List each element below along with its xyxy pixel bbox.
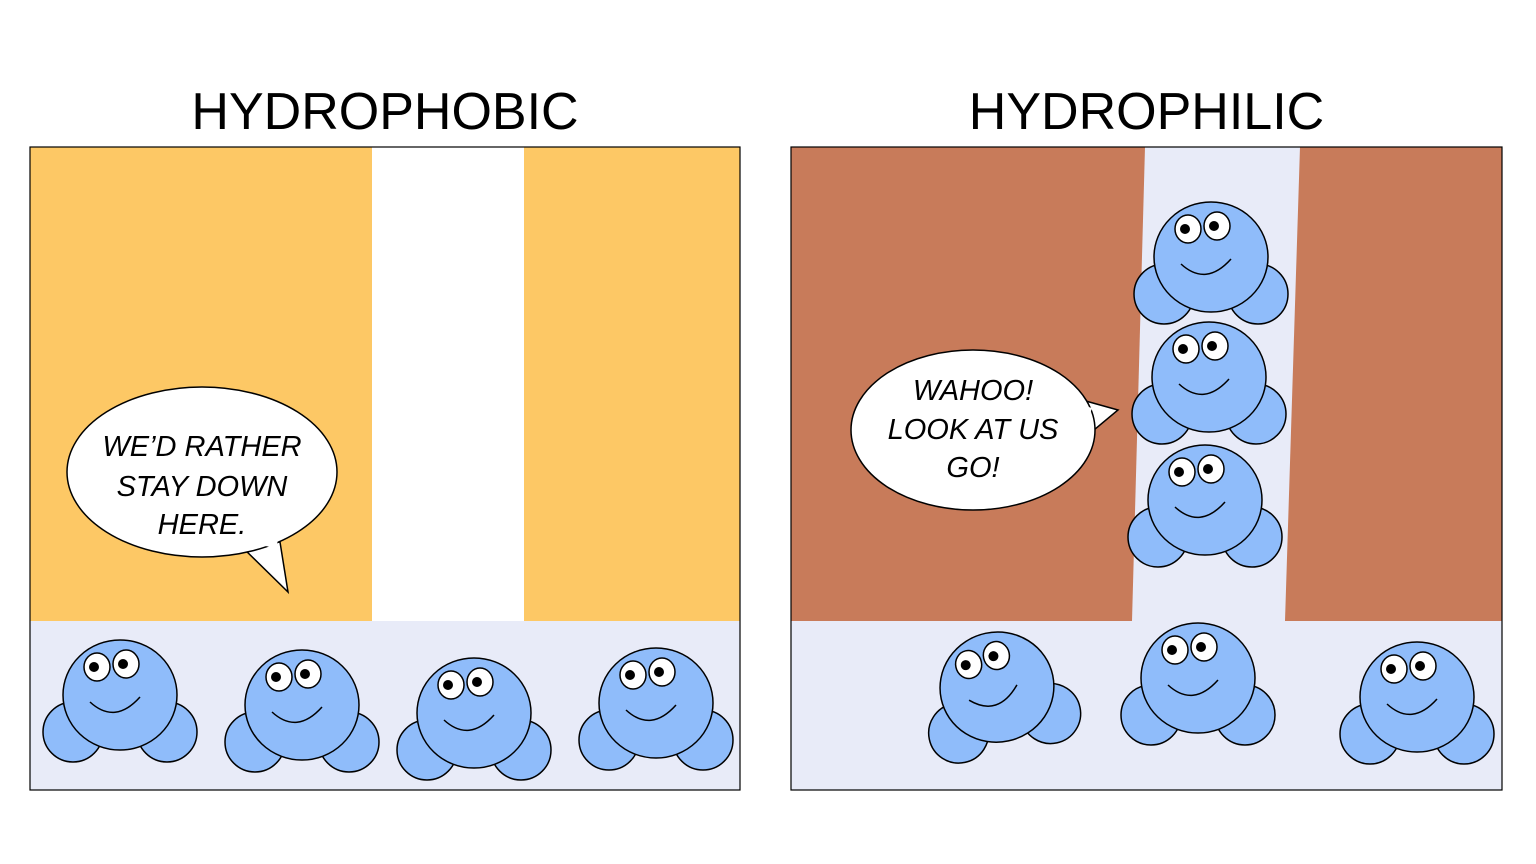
bubble-line-2: STAY DOWN [117,471,288,503]
bubble-line-3: GO! [946,452,999,484]
bubble-line-1: WE’D RATHER [102,431,301,463]
hydrophilic-panel: WAHOO! LOOK AT US GO! [790,146,1503,791]
panel-border [29,146,741,791]
empty-channel [372,147,524,621]
hydrophobic-title: HYDROPHOBIC [191,83,579,141]
bubble-line-3: HERE. [158,509,247,541]
bubble-line-2: LOOK AT US [888,414,1059,446]
bubble-line-1: WAHOO! [913,375,1033,407]
hydrophobic-wall-right [524,147,740,621]
hydrophilic-title: HYDROPHILIC [968,83,1325,141]
hydrophobic-panel: WE’D RATHER STAY DOWN HERE. [29,146,741,791]
hydrophilic-wall-right [1285,147,1502,621]
speech-bubble: WE’D RATHER STAY DOWN HERE. [66,386,338,595]
speech-bubble: WAHOO! LOOK AT US GO! [850,349,1120,511]
panel-border [790,146,1503,791]
